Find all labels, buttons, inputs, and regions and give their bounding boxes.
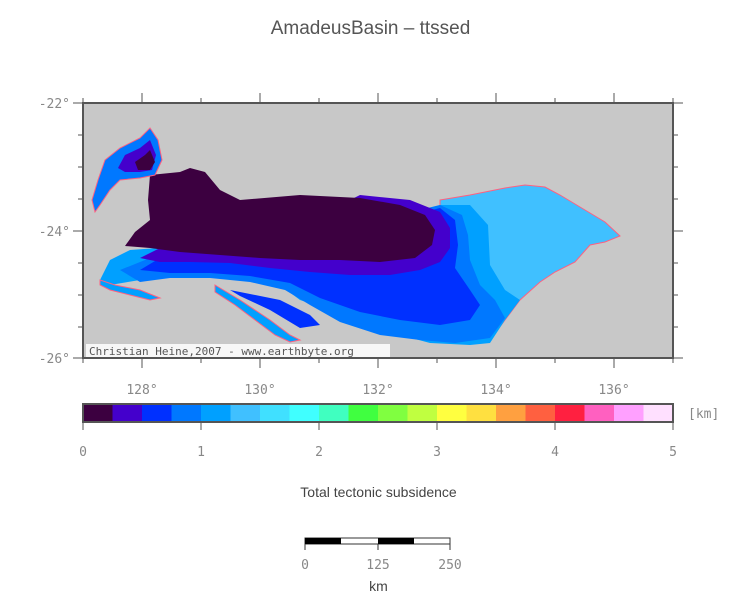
map-title: AmadeusBasin – ttssed bbox=[270, 18, 471, 39]
colorbar-tick-2: 2 bbox=[315, 445, 323, 460]
colorbar-cell-18 bbox=[614, 404, 644, 422]
basin-west-tip bbox=[99, 279, 162, 301]
colorbar-cell-4 bbox=[201, 404, 231, 422]
colorbar-cell-9 bbox=[348, 404, 379, 422]
colorbar-cell-17 bbox=[584, 404, 615, 422]
lon-label-3: 132° bbox=[362, 383, 393, 398]
colorbar-cell-13 bbox=[466, 404, 497, 422]
colorbar-tick-4: 4 bbox=[551, 445, 559, 460]
colorbar-tick-0: 0 bbox=[79, 445, 87, 460]
colorbar-cell-5 bbox=[230, 404, 261, 422]
colorbar-cell-19 bbox=[643, 404, 674, 422]
basin-nw-arm-core bbox=[135, 150, 155, 170]
basin-zone-core bbox=[125, 168, 435, 262]
scale-bar bbox=[304, 537, 451, 550]
colorbar-cell-10 bbox=[378, 404, 408, 422]
basin-sw-finger bbox=[214, 284, 302, 343]
colorbar-cell-0 bbox=[83, 404, 113, 422]
lat-label-3: -26° bbox=[39, 352, 70, 367]
colorbar-cell-15 bbox=[525, 404, 556, 422]
basin-shape bbox=[91, 127, 621, 345]
colorbar-cell-8 bbox=[319, 404, 349, 422]
lon-label-1: 128° bbox=[126, 383, 157, 398]
colorbar-cell-1 bbox=[112, 404, 143, 422]
frame-ticks bbox=[73, 93, 683, 368]
colorbar-tick-3: 3 bbox=[433, 445, 441, 460]
colorbar-cell-7 bbox=[289, 404, 320, 422]
colorbar-label: Total tectonic subsidence bbox=[300, 484, 457, 500]
lon-label-2: 130° bbox=[244, 383, 275, 398]
basin-sw-finger2 bbox=[230, 290, 320, 328]
scale-tick-1: 125 bbox=[366, 558, 389, 573]
colorbar-cell-14 bbox=[496, 404, 526, 422]
lon-label-4: 134° bbox=[480, 383, 511, 398]
lat-label-1: -22° bbox=[39, 97, 70, 112]
colorbar-tick-1: 1 bbox=[197, 445, 205, 460]
lat-label-2: -24° bbox=[39, 225, 70, 240]
scale-tick-0: 0 bbox=[301, 558, 309, 573]
colorbar-cell-16 bbox=[555, 404, 585, 422]
colorbar-cell-6 bbox=[260, 404, 290, 422]
colorbar bbox=[83, 404, 674, 422]
colorbar-frame bbox=[82, 403, 674, 423]
colorbar-cell-2 bbox=[142, 404, 172, 422]
colorbar-unit: [km] bbox=[688, 407, 719, 422]
credit-text: Christian Heine,2007 - www.earthbyte.org bbox=[89, 345, 354, 358]
scale-tick-2: 250 bbox=[438, 558, 461, 573]
colorbar-tick-5: 5 bbox=[669, 445, 677, 460]
colorbar-cell-3 bbox=[171, 404, 202, 422]
colorbar-ticks bbox=[82, 422, 674, 430]
scale-unit: km bbox=[369, 578, 388, 594]
colorbar-cell-11 bbox=[407, 404, 438, 422]
colorbar-cell-12 bbox=[437, 404, 467, 422]
lon-label-5: 136° bbox=[598, 383, 629, 398]
credit-background bbox=[86, 344, 390, 357]
